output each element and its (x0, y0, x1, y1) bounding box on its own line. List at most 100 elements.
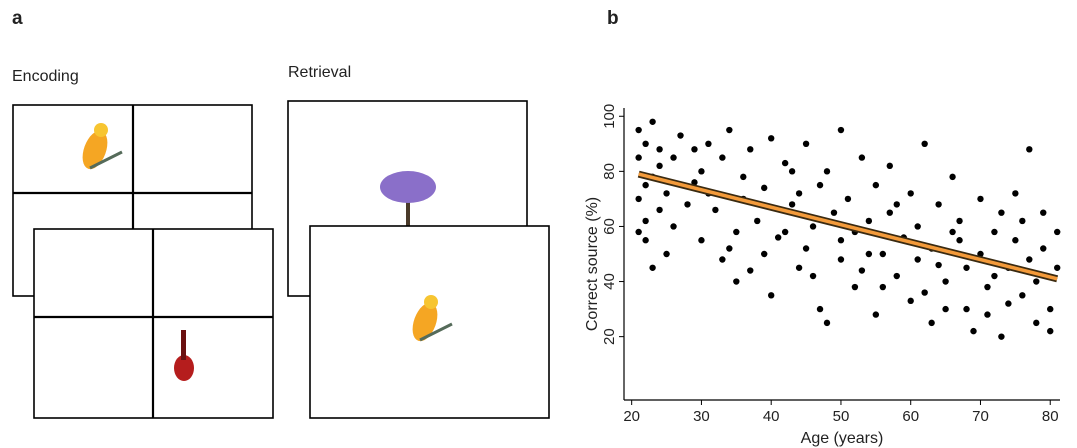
point (726, 245, 733, 252)
point (705, 140, 712, 148)
point (1012, 237, 1019, 244)
point (767, 135, 775, 142)
point (886, 162, 893, 170)
x-tick-label: 20 (623, 408, 640, 425)
point (872, 181, 880, 189)
point (635, 228, 642, 236)
point (761, 250, 768, 258)
point (1054, 264, 1061, 271)
point (635, 126, 642, 134)
point (670, 154, 677, 161)
point (788, 168, 796, 175)
point (747, 146, 754, 153)
point (1012, 190, 1019, 197)
point (1005, 300, 1012, 307)
point (991, 272, 998, 280)
point (649, 118, 656, 125)
point (963, 305, 970, 313)
point (642, 237, 649, 244)
point (893, 272, 900, 280)
point (642, 140, 649, 148)
y-tick-label: 80 (601, 163, 618, 180)
point (642, 181, 649, 189)
point (1033, 319, 1040, 327)
point (1033, 278, 1040, 285)
point (809, 223, 817, 230)
point (663, 190, 670, 197)
point (865, 250, 873, 258)
point (642, 217, 649, 225)
point (691, 179, 698, 186)
point (956, 237, 963, 244)
point (823, 168, 831, 175)
point (949, 173, 956, 181)
point (998, 209, 1005, 216)
point (677, 132, 684, 139)
point (656, 162, 663, 170)
y-axis-title: Correct source (%) (584, 197, 601, 331)
x-tick-label: 40 (763, 408, 780, 425)
point (1019, 292, 1026, 299)
encoding-label: Encoding (12, 68, 79, 85)
point (1026, 146, 1033, 153)
point (935, 261, 942, 269)
point (754, 217, 761, 225)
y-tick-label: 100 (601, 104, 618, 129)
point (914, 256, 921, 263)
point (928, 319, 935, 327)
point (921, 140, 928, 148)
point (719, 256, 726, 263)
y-tick-label: 60 (601, 218, 618, 235)
x-tick-label: 50 (833, 408, 850, 425)
point (858, 154, 866, 161)
violin-icon (174, 330, 194, 381)
encoding-screens (12, 104, 274, 419)
x-tick-label: 60 (902, 408, 919, 425)
point (726, 126, 733, 134)
point (740, 173, 747, 181)
point (837, 126, 845, 134)
x-tick-label: 70 (972, 408, 989, 425)
point (712, 206, 719, 214)
point (921, 289, 928, 296)
point (802, 245, 810, 252)
scatter-chart: b 20 30 40 50 60 70 80 20 40 60 80 100 Age (years) Cor… (584, 8, 1061, 447)
point (830, 209, 838, 216)
point (774, 234, 782, 241)
point (851, 283, 859, 291)
point (998, 333, 1005, 340)
point (886, 209, 893, 216)
point (963, 264, 970, 271)
tree-icon (380, 171, 436, 228)
point (635, 154, 642, 161)
point (656, 206, 663, 214)
trend-line (638, 172, 1058, 281)
point (781, 159, 789, 167)
point (809, 272, 817, 280)
point (935, 201, 942, 208)
retrieval-screens (287, 100, 550, 419)
point (816, 305, 824, 313)
point (1019, 217, 1026, 225)
point (914, 223, 921, 230)
point (907, 297, 914, 305)
point (635, 195, 642, 203)
point (1026, 256, 1033, 263)
point (893, 201, 900, 208)
retrieval-label: Retrieval (288, 64, 351, 81)
x-tick-label: 80 (1042, 408, 1059, 425)
point (691, 146, 698, 153)
panel-label: a (12, 8, 23, 29)
bird-icon (82, 123, 123, 170)
y-tick-label: 20 (601, 328, 618, 345)
point (984, 311, 991, 318)
point (649, 264, 656, 271)
point (991, 228, 998, 236)
point (1040, 245, 1047, 252)
point (663, 250, 670, 258)
point (872, 311, 880, 318)
point (670, 223, 677, 230)
point (698, 237, 705, 244)
point (747, 267, 754, 274)
